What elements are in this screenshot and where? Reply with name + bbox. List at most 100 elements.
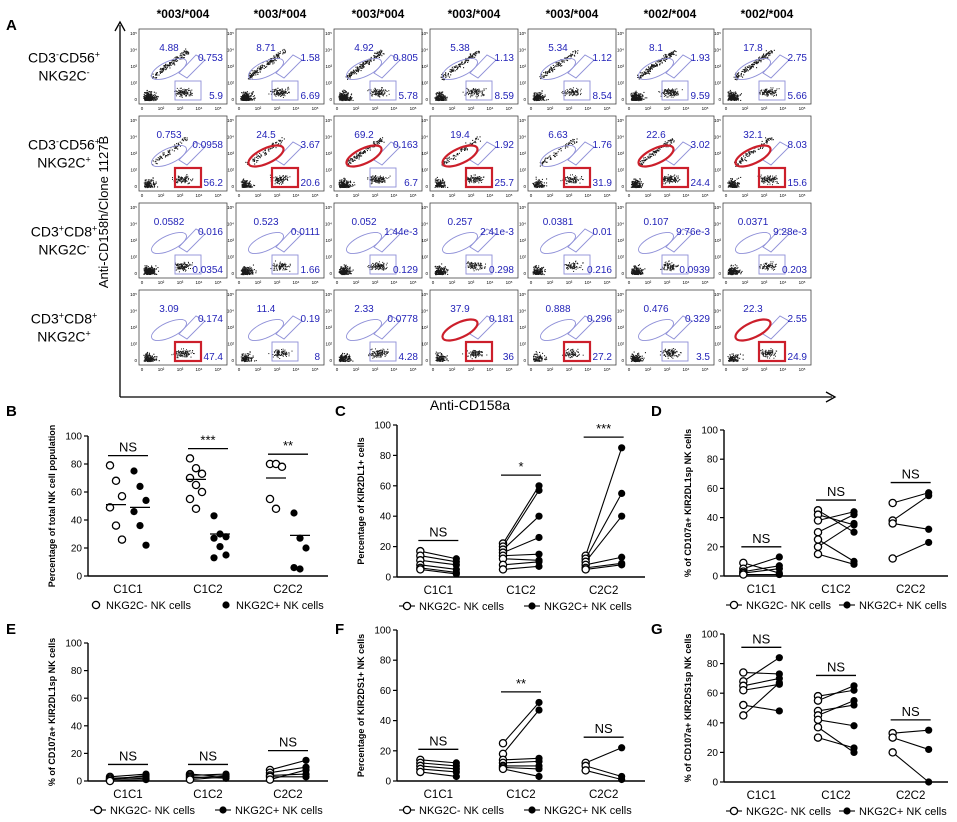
- flow-event-dot: [343, 178, 345, 180]
- flow-event-dot: [473, 53, 475, 55]
- flow-event-dot: [241, 98, 243, 100]
- flow-event-dot: [388, 177, 390, 179]
- flow-event-dot: [766, 95, 768, 97]
- flow-event-dot: [378, 178, 380, 180]
- flow-event-dot: [340, 184, 342, 186]
- flow-y-tick-label: 10⁵: [227, 31, 234, 36]
- flow-event-dot: [256, 154, 258, 156]
- flow-event-dot: [256, 161, 258, 163]
- flow-event-dot: [279, 177, 281, 179]
- flow-event-dot: [183, 91, 185, 93]
- flow-event-dot: [731, 94, 733, 96]
- flow-event-dot: [185, 48, 187, 50]
- flow-event-dot: [259, 156, 261, 158]
- gate-value-ellipse: 8.71: [256, 43, 276, 54]
- flow-event-dot: [155, 158, 157, 160]
- flow-event-dot: [286, 177, 288, 179]
- flow-x-tick-label: 10²: [255, 106, 262, 111]
- flow-event-dot: [351, 97, 353, 99]
- flow-event-dot: [454, 66, 456, 68]
- flow-event-dot: [481, 93, 483, 95]
- flow-event-dot: [353, 72, 355, 74]
- flow-event-dot: [148, 180, 150, 182]
- flow-event-dot: [644, 72, 646, 74]
- flow-event-dot: [538, 96, 540, 98]
- flow-event-dot: [465, 57, 467, 59]
- flow-gates: [151, 54, 206, 101]
- flow-event-dot: [180, 94, 182, 96]
- flow-gates: [638, 54, 693, 101]
- flow-event-dot: [243, 94, 245, 96]
- flow-event-dot: [671, 52, 673, 54]
- flow-event-dot: [148, 186, 150, 188]
- flow-event-dot: [666, 90, 668, 92]
- flow-event-dot: [176, 93, 178, 95]
- flow-event-dot: [672, 90, 674, 92]
- flow-event-dot: [472, 57, 474, 59]
- flow-event-dot: [245, 97, 247, 99]
- flow-event-dot: [483, 89, 485, 91]
- flow-event-dot: [650, 66, 652, 68]
- flow-event-dot: [245, 99, 247, 101]
- flow-event-dot: [378, 94, 380, 96]
- flow-event-dot: [175, 59, 177, 61]
- flow-event-dot: [731, 97, 733, 99]
- flow-event-dot: [476, 92, 478, 94]
- flow-event-dot: [159, 155, 161, 157]
- flow-event-dot: [180, 57, 182, 59]
- flow-event-dot: [473, 88, 475, 90]
- flow-event-dot: [728, 98, 730, 100]
- flow-event-dot: [343, 95, 345, 97]
- flow-event-dot: [160, 71, 162, 73]
- flow-event-dot: [350, 75, 352, 77]
- flow-event-dot: [151, 97, 153, 99]
- flow-event-dot: [153, 97, 155, 99]
- flow-event-dot: [176, 145, 178, 147]
- flow-event-dot: [148, 94, 150, 96]
- flow-y-tick-label: 10³: [519, 64, 526, 69]
- flow-event-dot: [536, 92, 538, 94]
- flow-event-dot: [732, 92, 734, 94]
- flow-event-dot: [374, 55, 376, 57]
- flow-event-dot: [773, 90, 775, 92]
- flow-y-tick-label: 10⁵: [227, 118, 234, 123]
- flow-event-dot: [450, 71, 452, 73]
- flow-event-dot: [651, 68, 653, 70]
- gate-kir2dl1-ellipse: [540, 58, 576, 80]
- flow-event-dot: [664, 60, 666, 62]
- flow-event-dot: [659, 64, 661, 66]
- column-genotype-label: *002/*004: [644, 7, 697, 21]
- flow-event-dot: [767, 95, 769, 97]
- flow-event-dot: [543, 75, 545, 77]
- flow-event-dot: [637, 76, 639, 78]
- flow-event-dot: [343, 98, 345, 100]
- flow-event-dot: [747, 70, 749, 72]
- flow-event-dot: [765, 55, 767, 57]
- flow-event-dot: [675, 94, 677, 96]
- flow-event-dot: [359, 154, 361, 156]
- gate-value-double-positive: 0.0958: [192, 140, 223, 151]
- flow-event-dot: [365, 61, 367, 63]
- flow-event-dot: [542, 98, 544, 100]
- flow-y-tick-label: 0: [134, 184, 137, 189]
- flow-event-dot: [537, 94, 539, 96]
- flow-event-dot: [475, 53, 477, 55]
- flow-event-dot: [182, 178, 184, 180]
- flow-event-dot: [243, 99, 245, 101]
- row-phenotype-line1: CD3+CD8+: [31, 224, 98, 240]
- flow-event-dot: [634, 93, 636, 95]
- flow-event-dot: [149, 182, 151, 184]
- flow-event-dot: [749, 65, 751, 67]
- flow-event-dot: [162, 68, 164, 70]
- flow-event-dot: [382, 89, 384, 91]
- flow-event-dot: [771, 88, 773, 90]
- flow-event-dot: [248, 99, 250, 101]
- flow-event-dot: [148, 99, 150, 101]
- flow-event-dot: [550, 66, 552, 68]
- flow-x-tick-label: 10³: [274, 193, 281, 198]
- flow-event-dot: [144, 98, 146, 100]
- flow-gates: [248, 54, 303, 101]
- flow-event-dot: [343, 181, 345, 183]
- flow-event-dot: [344, 91, 346, 93]
- flow-event-dot: [668, 54, 670, 56]
